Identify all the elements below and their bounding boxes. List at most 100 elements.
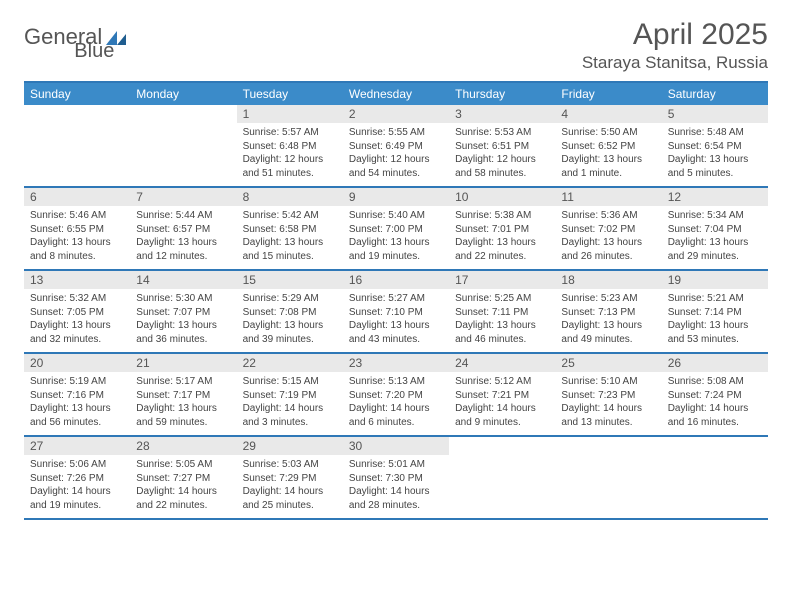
day-details: Sunrise: 5:01 AMSunset: 7:30 PMDaylight:… — [343, 455, 449, 518]
day-header: Thursday — [449, 83, 555, 105]
day-details: Sunrise: 5:19 AMSunset: 7:16 PMDaylight:… — [24, 372, 130, 435]
day-details: Sunrise: 5:40 AMSunset: 7:00 PMDaylight:… — [343, 206, 449, 269]
day-details: Sunrise: 5:44 AMSunset: 6:57 PMDaylight:… — [130, 206, 236, 269]
calendar-cell: 7Sunrise: 5:44 AMSunset: 6:57 PMDaylight… — [130, 187, 236, 270]
day-details: Sunrise: 5:32 AMSunset: 7:05 PMDaylight:… — [24, 289, 130, 352]
day-number: 23 — [343, 354, 449, 372]
day-details: Sunrise: 5:12 AMSunset: 7:21 PMDaylight:… — [449, 372, 555, 435]
day-number: 29 — [237, 437, 343, 455]
calendar-cell: 12Sunrise: 5:34 AMSunset: 7:04 PMDayligh… — [662, 187, 768, 270]
calendar-cell: 4Sunrise: 5:50 AMSunset: 6:52 PMDaylight… — [555, 105, 661, 187]
calendar-cell: 14Sunrise: 5:30 AMSunset: 7:07 PMDayligh… — [130, 270, 236, 353]
day-number: 30 — [343, 437, 449, 455]
calendar-cell: 1Sunrise: 5:57 AMSunset: 6:48 PMDaylight… — [237, 105, 343, 187]
logo: General Blue — [24, 24, 172, 50]
day-details: Sunrise: 5:17 AMSunset: 7:17 PMDaylight:… — [130, 372, 236, 435]
day-number: 4 — [555, 105, 661, 123]
location: Staraya Stanitsa, Russia — [582, 53, 768, 73]
day-number: 20 — [24, 354, 130, 372]
day-details: Sunrise: 5:55 AMSunset: 6:49 PMDaylight:… — [343, 123, 449, 186]
day-header: Monday — [130, 83, 236, 105]
calendar-cell: 18Sunrise: 5:23 AMSunset: 7:13 PMDayligh… — [555, 270, 661, 353]
day-header: Saturday — [662, 83, 768, 105]
calendar-cell: 6Sunrise: 5:46 AMSunset: 6:55 PMDaylight… — [24, 187, 130, 270]
calendar-cell: 9Sunrise: 5:40 AMSunset: 7:00 PMDaylight… — [343, 187, 449, 270]
day-number: 26 — [662, 354, 768, 372]
calendar-cell: 28Sunrise: 5:05 AMSunset: 7:27 PMDayligh… — [130, 436, 236, 519]
day-details: Sunrise: 5:30 AMSunset: 7:07 PMDaylight:… — [130, 289, 236, 352]
day-number: 3 — [449, 105, 555, 123]
day-header: Sunday — [24, 83, 130, 105]
day-details: Sunrise: 5:57 AMSunset: 6:48 PMDaylight:… — [237, 123, 343, 186]
day-details: Sunrise: 5:03 AMSunset: 7:29 PMDaylight:… — [237, 455, 343, 518]
day-details: Sunrise: 5:42 AMSunset: 6:58 PMDaylight:… — [237, 206, 343, 269]
calendar-cell: 25Sunrise: 5:10 AMSunset: 7:23 PMDayligh… — [555, 353, 661, 436]
day-number: 16 — [343, 271, 449, 289]
day-details: Sunrise: 5:34 AMSunset: 7:04 PMDaylight:… — [662, 206, 768, 269]
calendar-cell: 16Sunrise: 5:27 AMSunset: 7:10 PMDayligh… — [343, 270, 449, 353]
calendar-cell: 13Sunrise: 5:32 AMSunset: 7:05 PMDayligh… — [24, 270, 130, 353]
calendar-cell: 17Sunrise: 5:25 AMSunset: 7:11 PMDayligh… — [449, 270, 555, 353]
day-number: 24 — [449, 354, 555, 372]
day-number: 9 — [343, 188, 449, 206]
day-details: Sunrise: 5:29 AMSunset: 7:08 PMDaylight:… — [237, 289, 343, 352]
day-details: Sunrise: 5:50 AMSunset: 6:52 PMDaylight:… — [555, 123, 661, 186]
calendar-cell: 19Sunrise: 5:21 AMSunset: 7:14 PMDayligh… — [662, 270, 768, 353]
calendar-cell: 15Sunrise: 5:29 AMSunset: 7:08 PMDayligh… — [237, 270, 343, 353]
day-number: 21 — [130, 354, 236, 372]
day-details: Sunrise: 5:10 AMSunset: 7:23 PMDaylight:… — [555, 372, 661, 435]
day-number: 17 — [449, 271, 555, 289]
day-number: 15 — [237, 271, 343, 289]
day-header: Tuesday — [237, 83, 343, 105]
day-number: 5 — [662, 105, 768, 123]
day-details: Sunrise: 5:08 AMSunset: 7:24 PMDaylight:… — [662, 372, 768, 435]
day-details: Sunrise: 5:13 AMSunset: 7:20 PMDaylight:… — [343, 372, 449, 435]
calendar-cell: 30Sunrise: 5:01 AMSunset: 7:30 PMDayligh… — [343, 436, 449, 519]
day-details: Sunrise: 5:06 AMSunset: 7:26 PMDaylight:… — [24, 455, 130, 518]
day-details: Sunrise: 5:53 AMSunset: 6:51 PMDaylight:… — [449, 123, 555, 186]
calendar-cell: 22Sunrise: 5:15 AMSunset: 7:19 PMDayligh… — [237, 353, 343, 436]
calendar-cell: 23Sunrise: 5:13 AMSunset: 7:20 PMDayligh… — [343, 353, 449, 436]
day-details: Sunrise: 5:23 AMSunset: 7:13 PMDaylight:… — [555, 289, 661, 352]
day-number: 12 — [662, 188, 768, 206]
calendar-cell: 24Sunrise: 5:12 AMSunset: 7:21 PMDayligh… — [449, 353, 555, 436]
day-details: Sunrise: 5:36 AMSunset: 7:02 PMDaylight:… — [555, 206, 661, 269]
logo-subtext: Blue — [74, 40, 114, 62]
calendar-cell: ..... — [449, 436, 555, 519]
day-number: 25 — [555, 354, 661, 372]
day-number: 19 — [662, 271, 768, 289]
calendar-cell: 2Sunrise: 5:55 AMSunset: 6:49 PMDaylight… — [343, 105, 449, 187]
day-details: Sunrise: 5:25 AMSunset: 7:11 PMDaylight:… — [449, 289, 555, 352]
calendar-cell: ..... — [24, 105, 130, 187]
day-details: Sunrise: 5:15 AMSunset: 7:19 PMDaylight:… — [237, 372, 343, 435]
day-number: 6 — [24, 188, 130, 206]
day-number: 27 — [24, 437, 130, 455]
calendar-table: SundayMondayTuesdayWednesdayThursdayFrid… — [24, 83, 768, 520]
day-details: Sunrise: 5:38 AMSunset: 7:01 PMDaylight:… — [449, 206, 555, 269]
calendar-cell: 21Sunrise: 5:17 AMSunset: 7:17 PMDayligh… — [130, 353, 236, 436]
calendar-cell: 5Sunrise: 5:48 AMSunset: 6:54 PMDaylight… — [662, 105, 768, 187]
calendar-cell: 3Sunrise: 5:53 AMSunset: 6:51 PMDaylight… — [449, 105, 555, 187]
day-header: Friday — [555, 83, 661, 105]
day-number: 28 — [130, 437, 236, 455]
day-details: Sunrise: 5:27 AMSunset: 7:10 PMDaylight:… — [343, 289, 449, 352]
calendar-cell: 29Sunrise: 5:03 AMSunset: 7:29 PMDayligh… — [237, 436, 343, 519]
day-number: 14 — [130, 271, 236, 289]
calendar-cell: 20Sunrise: 5:19 AMSunset: 7:16 PMDayligh… — [24, 353, 130, 436]
day-details: Sunrise: 5:46 AMSunset: 6:55 PMDaylight:… — [24, 206, 130, 269]
day-number: 13 — [24, 271, 130, 289]
day-number: 7 — [130, 188, 236, 206]
calendar-cell: ..... — [555, 436, 661, 519]
day-details: Sunrise: 5:48 AMSunset: 6:54 PMDaylight:… — [662, 123, 768, 186]
day-details: Sunrise: 5:05 AMSunset: 7:27 PMDaylight:… — [130, 455, 236, 518]
day-number: 10 — [449, 188, 555, 206]
calendar-cell: ..... — [662, 436, 768, 519]
day-number: 22 — [237, 354, 343, 372]
day-number: 1 — [237, 105, 343, 123]
day-header: Wednesday — [343, 83, 449, 105]
calendar-cell: 26Sunrise: 5:08 AMSunset: 7:24 PMDayligh… — [662, 353, 768, 436]
day-number: 8 — [237, 188, 343, 206]
day-details: Sunrise: 5:21 AMSunset: 7:14 PMDaylight:… — [662, 289, 768, 352]
day-number: 2 — [343, 105, 449, 123]
day-number: 18 — [555, 271, 661, 289]
